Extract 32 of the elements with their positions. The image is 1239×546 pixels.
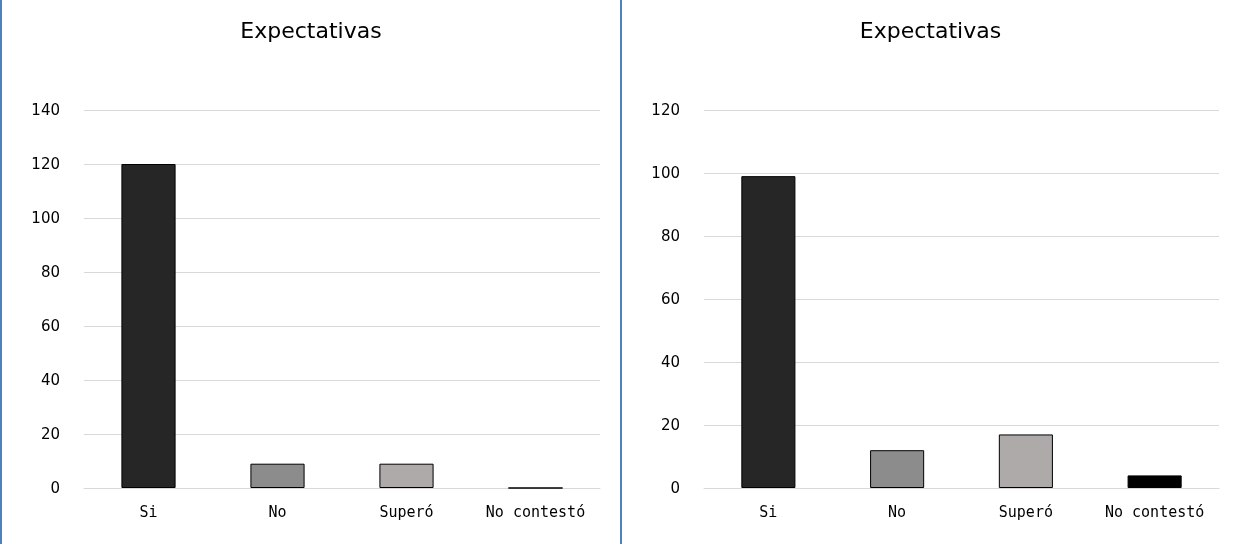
bar	[998, 434, 1053, 488]
bar	[1127, 475, 1182, 488]
y-tick-label: 60	[660, 290, 680, 308]
x-tick-label: Superó	[379, 502, 434, 521]
y-tick-label: 80	[660, 227, 680, 245]
x-tick-label: No contestó	[1104, 502, 1205, 521]
x-tick-label: Si	[139, 502, 158, 521]
y-tick-label: 40	[40, 371, 60, 389]
bar	[870, 450, 925, 488]
y-tick-label: 0	[670, 479, 680, 497]
y-tick-label: 100	[651, 164, 680, 182]
bar	[250, 463, 305, 488]
y-tick-label: 60	[40, 317, 60, 335]
y-tick-label: 120	[651, 101, 680, 119]
y-tick-label: 120	[31, 155, 60, 173]
bar	[741, 176, 796, 488]
bar	[379, 463, 434, 488]
y-tick-label: 80	[40, 263, 60, 281]
y-tick-label: 140	[31, 101, 60, 119]
y-tick-label: 100	[31, 209, 60, 227]
y-tick-label: 20	[660, 416, 680, 434]
bar	[121, 164, 176, 488]
x-tick-label: No	[888, 502, 907, 521]
y-tick-label: 40	[660, 353, 680, 371]
x-tick-label: Superó	[998, 502, 1053, 521]
x-tick-label: Si	[759, 502, 778, 521]
chart-title: Expectativas	[240, 17, 382, 43]
y-tick-label: 20	[40, 425, 60, 443]
y-tick-label: 0	[50, 479, 60, 497]
x-tick-label: No contestó	[485, 502, 586, 521]
x-tick-label: No	[268, 502, 287, 521]
chart-title: Expectativas	[859, 17, 1002, 43]
